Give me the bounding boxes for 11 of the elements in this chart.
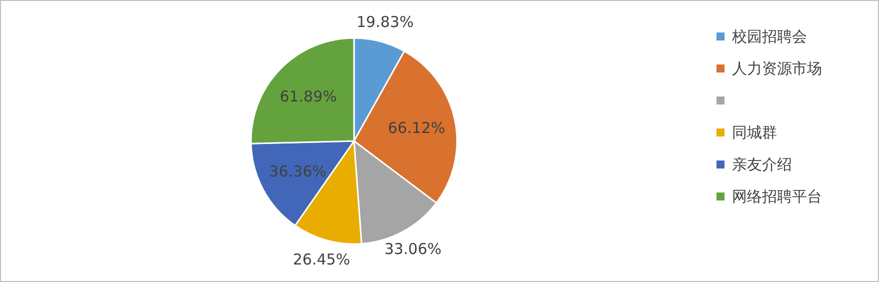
legend-label: 人力资源市场 [732,60,822,78]
legend-label: 同城群 [732,124,777,142]
data-label: 33.06% [384,240,442,258]
data-label: 19.83% [356,12,414,31]
legend-label: 校园招聘会 [731,28,807,46]
data-label: 66.12% [388,118,446,137]
data-label: 26.45% [292,250,350,269]
legend-label: 网络招聘平台 [732,188,822,206]
data-label: 36.36% [269,162,326,180]
data-label: 61.89% [280,87,337,106]
legend-label: 亲友介绍 [732,156,792,174]
